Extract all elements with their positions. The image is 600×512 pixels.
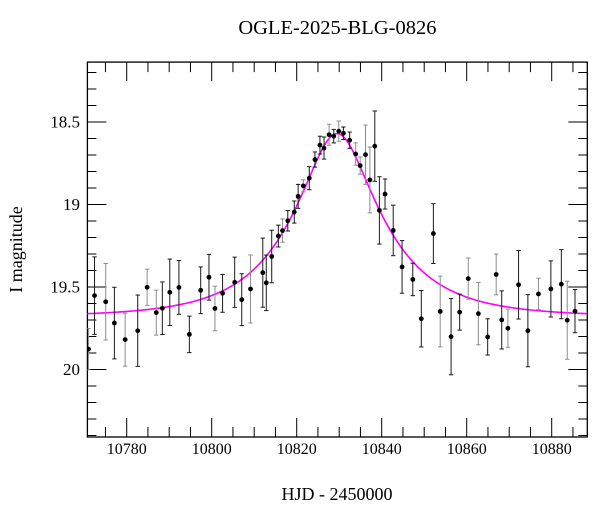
- svg-text:20: 20: [63, 360, 80, 379]
- svg-text:10800: 10800: [192, 441, 232, 458]
- svg-text:OGLE-2025-BLG-0826: OGLE-2025-BLG-0826: [238, 17, 436, 39]
- svg-text:10840: 10840: [362, 441, 402, 458]
- svg-text:HJD - 2450000: HJD - 2450000: [282, 484, 393, 504]
- svg-text:I magnitude: I magnitude: [6, 206, 26, 292]
- svg-text:18.5: 18.5: [50, 113, 80, 132]
- svg-text:19.5: 19.5: [50, 278, 80, 297]
- svg-text:10780: 10780: [107, 441, 147, 458]
- svg-text:10880: 10880: [532, 441, 572, 458]
- svg-text:19: 19: [63, 195, 80, 214]
- svg-text:10860: 10860: [447, 441, 487, 458]
- svg-text:10820: 10820: [277, 441, 317, 458]
